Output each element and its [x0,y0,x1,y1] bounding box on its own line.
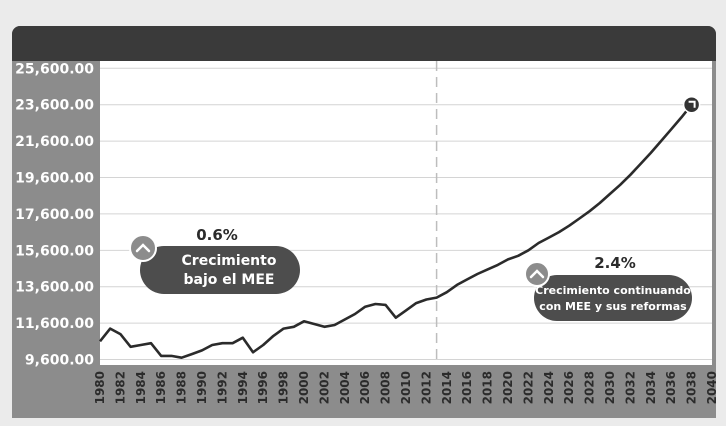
x-tick-label: 2018 [481,371,495,404]
x-tick-label: 1990 [195,371,209,404]
chevron-up-badge-right [524,261,550,287]
x-tick-label: 2008 [379,371,393,404]
annotation-text-right: Crecimiento continuando [535,284,691,297]
x-tick-label: 2034 [644,371,658,404]
chevron-up-icon [529,269,545,279]
end-arrow-icon [688,100,696,108]
x-tick-label: 2006 [358,371,372,404]
x-tick-label: 1986 [154,371,168,404]
y-tick-label: 15,600.00 [15,243,94,259]
y-tick-label: 25,600.00 [15,61,94,77]
chart-card: 25,600.00 23,600.00 21,600.00 19,600.00 17,6… [12,26,716,418]
x-tick-label: 1998 [277,371,291,404]
x-tick-label: 2004 [338,371,352,404]
annotation-text-left: Crecimiento [182,253,277,269]
y-tick-label: 21,600.00 [15,134,94,150]
chevron-up-badge-left [129,234,157,262]
x-tick-label: 2000 [297,371,311,404]
x-tick-label: 2020 [501,371,515,404]
annotation-text-left: bajo el MEE [184,272,275,288]
x-tick-label: 2024 [542,371,556,404]
y-tick-label: 13,600.00 [15,280,94,296]
y-tick-label: 17,600.00 [15,207,94,223]
series-line [98,103,693,360]
x-tick-label: 2014 [440,371,454,404]
growth-rate-left: 0.6% [196,226,238,244]
y-tick-label: 23,600.00 [15,98,94,114]
y-tick-label: 19,600.00 [15,171,94,187]
line-chart: 25,600.00 23,600.00 21,600.00 19,600.00 17,6… [12,26,716,404]
chevron-up-icon [135,243,151,253]
x-tick-label: 2010 [399,371,413,404]
x-tick-label: 2026 [562,371,576,404]
x-tick-label: 2022 [521,371,535,404]
x-tick-label: 1982 [113,371,127,404]
x-tick-label: 1994 [236,371,250,404]
annotation-pill-right [534,275,692,321]
x-tick-label: 1988 [175,371,189,404]
x-tick-label: 2012 [419,371,433,404]
x-tick-label: 1996 [256,371,270,404]
x-tick-label: 1980 [93,371,107,404]
x-tick-label: 2016 [460,371,474,404]
growth-rate-right: 2.4% [594,254,636,272]
annotation-text-right: con MEE y sus reformas [539,300,687,313]
x-tick-label: 2036 [664,371,678,404]
y-tick-label: 11,600.00 [15,316,94,332]
x-tick-label: 2040 [705,371,716,404]
end-marker [682,95,701,114]
x-tick-label: 2028 [583,371,597,404]
x-tick-label: 1984 [134,371,148,404]
x-tick-label: 1992 [215,371,229,404]
x-tick-label: 2032 [623,371,637,404]
x-tick-label: 2038 [685,371,699,404]
x-tick-label: 2002 [317,371,331,404]
annotation-pill-left [140,246,300,294]
x-tick-label: 2030 [603,371,617,404]
header-bar [12,26,716,61]
y-tick-label: 9,600.00 [25,353,94,369]
